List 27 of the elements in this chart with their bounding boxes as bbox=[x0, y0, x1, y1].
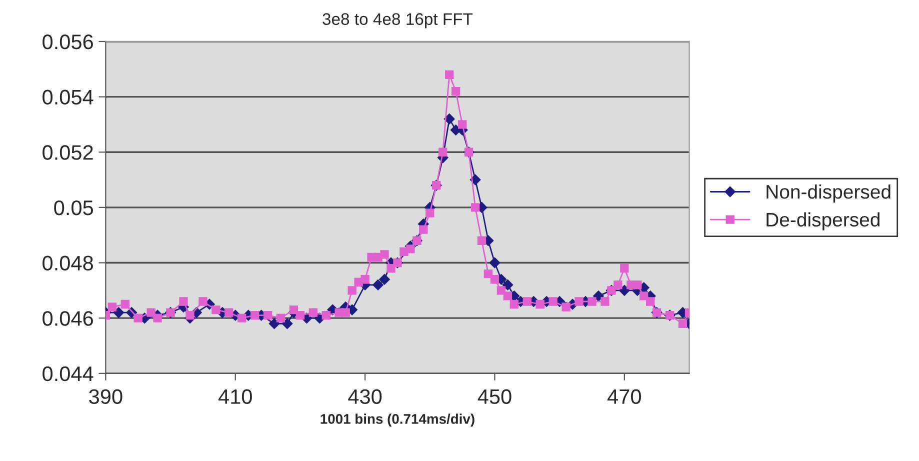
point bbox=[593, 290, 604, 302]
y-tick-label: 0.056 bbox=[42, 34, 93, 50]
x-tick-label: 390 bbox=[89, 389, 122, 404]
x-tick-label: 470 bbox=[608, 389, 641, 404]
y-tick-label: 0.048 bbox=[42, 256, 93, 271]
y-tick-label: 0.05 bbox=[54, 200, 94, 216]
y-tick-label: 0.044 bbox=[42, 366, 94, 382]
x-axis-title: 1001 bins (0.714ms/div) bbox=[320, 414, 474, 427]
point bbox=[113, 307, 124, 318]
legend-label: Non-dispersed bbox=[766, 184, 890, 203]
y-tick-label: 0.054 bbox=[42, 90, 94, 105]
point bbox=[268, 318, 280, 330]
point bbox=[444, 114, 455, 124]
point bbox=[282, 318, 293, 330]
legend-label: De-dispersed bbox=[766, 212, 880, 230]
point bbox=[372, 279, 384, 290]
point bbox=[379, 274, 390, 285]
y-tick-label: 0.046 bbox=[42, 311, 93, 326]
point bbox=[502, 279, 514, 290]
chart-title: 3e8 to 4e8 16pt FFT bbox=[322, 13, 473, 28]
x-tick-label: 430 bbox=[348, 389, 382, 404]
point bbox=[470, 174, 481, 186]
x-tick-label: 450 bbox=[478, 389, 512, 404]
point bbox=[489, 257, 500, 268]
y-tick-label: 0.052 bbox=[42, 145, 93, 160]
point bbox=[618, 285, 630, 296]
x-tick-label: 410 bbox=[218, 389, 252, 404]
